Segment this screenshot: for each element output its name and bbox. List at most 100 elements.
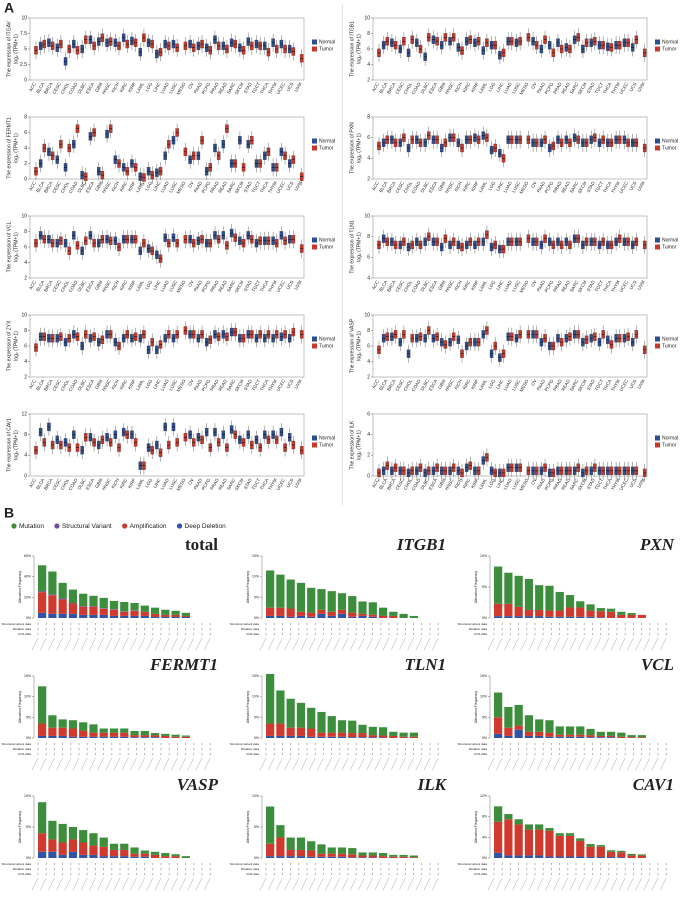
track-dot (575, 743, 577, 745)
bar-segment (296, 849, 306, 857)
x-tick-label: CESC (51, 81, 62, 95)
track-dot (160, 868, 162, 870)
track-dot (306, 863, 308, 865)
x-tick-label: STAD (243, 477, 254, 490)
track-dot (396, 753, 398, 755)
x-tick-label: ESCA (428, 478, 438, 491)
x-tick-label: SKCM (234, 477, 245, 491)
track-dot (396, 863, 398, 865)
y-tick-label: 10% (252, 575, 259, 579)
track-dot (111, 863, 113, 865)
track-dot (37, 633, 39, 635)
track-dot (518, 753, 520, 755)
track-dot (322, 753, 324, 755)
category-stub (545, 637, 552, 651)
bar-segment (327, 856, 336, 858)
x-tick-label: ACC (28, 180, 37, 191)
y-tick-label: 2 (367, 176, 370, 182)
track-label: Structural variant data (2, 742, 32, 746)
category-stub (528, 757, 536, 771)
track-dot (388, 628, 390, 630)
bar-segment (140, 735, 149, 738)
y-tick-label: 6 (367, 411, 370, 417)
bar-segment (545, 732, 554, 737)
bar-segment (586, 728, 595, 736)
track-dot (550, 748, 552, 750)
x-tick-label: DLBC (420, 378, 431, 392)
bar-segment (296, 582, 306, 612)
bar-segment (89, 854, 98, 858)
x-tick-label: SKCM (234, 378, 245, 392)
track-dot (298, 623, 300, 625)
track-dot (429, 748, 431, 750)
track-label: Mutation data (241, 867, 260, 871)
bar-segment (535, 829, 544, 856)
x-tick-label: SARC (569, 378, 580, 392)
bar-segment (327, 853, 336, 857)
track-dot (657, 873, 659, 875)
legend-label: Tumor (319, 343, 334, 349)
track-dot (501, 628, 503, 630)
bar-segment (514, 725, 523, 730)
track-dot (209, 633, 211, 635)
x-tick-label: LUAD (503, 180, 514, 194)
track-dot (94, 753, 96, 755)
track-dot (185, 748, 187, 750)
x-tick-label: BRCA (43, 379, 54, 392)
y-tick-label: 6 (24, 130, 27, 136)
category-stub (520, 637, 528, 651)
bar-segment (586, 844, 595, 847)
bar-segment (535, 719, 544, 732)
x-tick-label: STAD (243, 81, 254, 94)
x-tick-label: UCEC (618, 279, 629, 293)
track-dot (119, 748, 121, 750)
bar-segment (89, 614, 98, 618)
track-dot (388, 623, 390, 625)
track-dot (152, 628, 154, 630)
x-tick-label: BRCA (386, 82, 397, 95)
category-stub (512, 757, 519, 771)
track-label: Mutation data (13, 867, 32, 871)
category-stub (643, 757, 651, 771)
chart-title: PXN (639, 535, 675, 554)
track-dot (641, 743, 643, 745)
legend-label: Normal (319, 39, 335, 45)
track-dot (94, 628, 96, 630)
legend-swatch (122, 523, 128, 529)
legend-label: Deep Deletion (185, 523, 227, 530)
bar-segment (161, 856, 170, 858)
x-tick-label: PRAD (209, 477, 220, 491)
bar-segment (99, 837, 108, 847)
legend-swatch (312, 39, 317, 45)
track-dot (94, 633, 96, 635)
category-stub (276, 637, 283, 651)
legend-swatch (176, 523, 183, 529)
category-stub (105, 757, 113, 771)
bar-segment (307, 728, 316, 737)
x-tick-label: BRCA (386, 181, 397, 194)
track-dot (273, 753, 275, 755)
x-tick-label: THCA (602, 181, 612, 194)
track-dot (509, 628, 511, 630)
x-tick-label: MESO (519, 378, 530, 392)
bar-segment (358, 601, 367, 614)
category-stub (64, 637, 72, 651)
track-dot (421, 633, 423, 635)
x-tick-label: LUAD (160, 180, 171, 194)
category-stub (407, 877, 414, 891)
track-dot (135, 863, 137, 865)
track-dot (624, 743, 626, 745)
track-dot (185, 873, 187, 875)
bar-segment (120, 856, 129, 858)
track-dot (103, 748, 105, 750)
bar-segment (337, 732, 347, 737)
x-tick-label: COAD (68, 81, 79, 95)
x-tick-label: OV (530, 280, 538, 288)
bar-segment (576, 726, 585, 735)
bar-segment (368, 855, 377, 858)
track-label: CNA data (246, 872, 259, 876)
x-tick-label: GBM (437, 81, 447, 93)
y-tick-label: 4 (367, 275, 370, 281)
legend-label: Tumor (662, 442, 677, 448)
track-dot (185, 623, 187, 625)
